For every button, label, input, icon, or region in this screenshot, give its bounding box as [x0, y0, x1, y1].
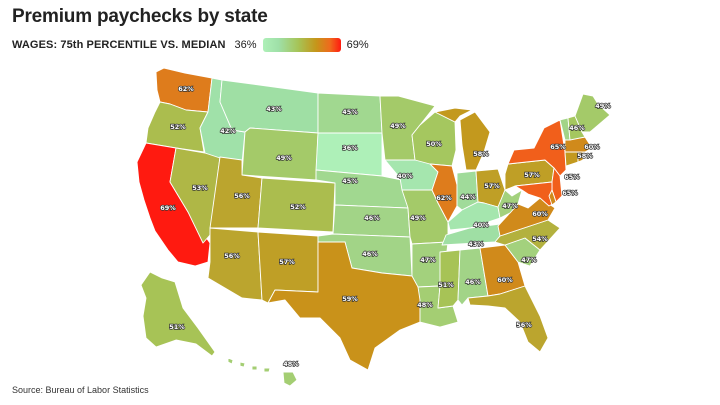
value-label-oh: 57% [484, 182, 500, 190]
value-label-ut: 56% [234, 192, 250, 200]
value-label-ma: 60% [584, 143, 600, 151]
value-label-co: 52% [290, 203, 306, 211]
value-label-ca: 69% [160, 204, 176, 212]
state-wy [241, 127, 319, 181]
value-labels-layer: 62% 52% 69% 53% 42% 43% 49% 56% 52% 56% 57% 45% 36% 4… [160, 84, 612, 368]
source-note: Source: Bureau of Labor Statistics [12, 385, 149, 395]
value-label-tx: 59% [342, 295, 358, 303]
value-label-nc: 54% [532, 235, 548, 243]
value-label-ks: 46% [364, 214, 380, 222]
state-md [514, 181, 557, 207]
value-label-mt: 43% [266, 105, 282, 113]
value-label-nm: 57% [279, 258, 295, 266]
value-label-mn: 49% [390, 122, 406, 130]
value-label-md: 65% [562, 189, 578, 197]
value-label-wa: 62% [178, 85, 194, 93]
value-label-fl: 56% [516, 321, 532, 329]
state-nc [494, 219, 561, 251]
value-label-vt: 46% [569, 124, 585, 132]
value-label-nd: 45% [342, 108, 358, 116]
state-or [145, 101, 209, 153]
chart-title: Premium paychecks by state [12, 6, 268, 27]
value-label-me: 49% [595, 102, 611, 110]
value-label-ak: 51% [169, 323, 185, 331]
value-label-ne: 45% [342, 177, 358, 185]
value-label-nj: 65% [564, 173, 580, 181]
value-label-ky: 40% [473, 221, 489, 229]
value-label-ar: 47% [420, 256, 436, 264]
legend-min-label: 36% [234, 39, 257, 51]
legend-title: WAGES: 75th PERCENTILE VS. MEDIAN [12, 39, 226, 51]
value-label-in: 44% [460, 193, 476, 201]
state-me [574, 93, 611, 133]
value-label-ga: 60% [497, 276, 513, 284]
state-de [548, 189, 557, 206]
state-sd [315, 132, 383, 177]
value-label-il: 62% [436, 194, 452, 202]
legend-color-scale [262, 38, 341, 52]
state-az [207, 227, 263, 301]
value-label-wi: 50% [426, 140, 442, 148]
state-nh [567, 115, 586, 141]
state-fl [467, 285, 549, 353]
value-label-la: 48% [417, 301, 433, 309]
value-label-sc: 47% [521, 256, 537, 264]
value-label-va: 60% [532, 210, 548, 218]
value-label-az: 56% [224, 252, 240, 260]
value-label-pa: 57% [524, 171, 540, 179]
value-label-ny: 65% [550, 143, 566, 151]
value-label-or: 52% [170, 123, 186, 131]
state-tx [267, 241, 421, 371]
state-hi [227, 357, 298, 387]
states-layer [136, 67, 611, 387]
state-ak [140, 271, 216, 357]
state-wv [497, 189, 523, 219]
state-ms [437, 249, 461, 309]
value-label-nv: 53% [192, 184, 208, 192]
legend: WAGES: 75th PERCENTILE VS. MEDIAN 36% 69… [12, 37, 369, 53]
value-label-ok: 46% [362, 250, 378, 258]
value-label-tn: 43% [468, 240, 484, 248]
value-label-hi: 48% [283, 360, 299, 368]
value-label-mi: 58% [473, 150, 489, 158]
value-label-wy: 49% [276, 154, 292, 162]
value-label-sd: 36% [342, 144, 358, 152]
value-label-ms: 51% [438, 281, 454, 289]
value-label-id: 42% [220, 127, 236, 135]
value-label-al: 46% [465, 278, 481, 286]
state-ct [564, 151, 579, 167]
state-mi [434, 107, 491, 171]
legend-max-label: 69% [346, 39, 369, 51]
value-label-mo: 49% [410, 214, 426, 222]
value-label-ct: 58% [577, 152, 593, 160]
value-label-ia: 40% [397, 172, 413, 180]
value-label-wv: 47% [502, 202, 518, 210]
